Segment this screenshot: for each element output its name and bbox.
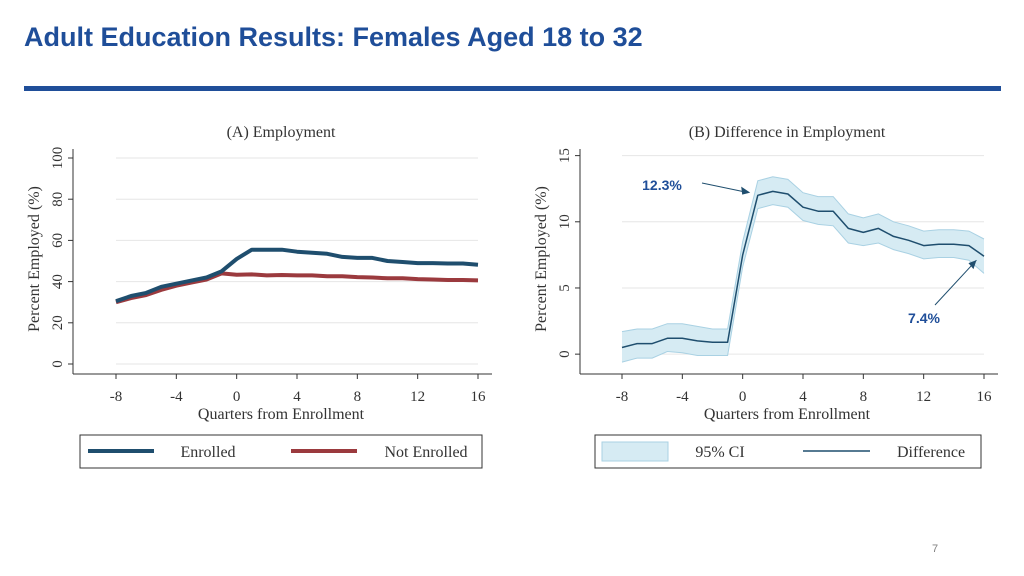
x-tick-label-0: 0 [233, 389, 241, 405]
panel-b-y-ticks: 0 5 10 15 [557, 148, 580, 358]
panel-a-y-label: Percent Employed (%) [26, 186, 43, 332]
x-tick-label-4: 4 [799, 389, 807, 405]
ci-band [622, 176, 984, 363]
title-divider [24, 86, 1001, 91]
series-line-not-enrolled [115, 271, 479, 305]
y-tick-label-20: 20 [50, 315, 66, 330]
ci-lower-edge [621, 204, 985, 363]
panel-b-legend: 95% CI Difference [594, 434, 982, 469]
panel-b-y-label: Percent Employed (%) [533, 186, 550, 332]
panel-b-annotations: 12.3% 7.4% [642, 177, 977, 326]
x-tick-label-12: 12 [916, 389, 931, 405]
panel-a-legend: Enrolled Not Enrolled [79, 434, 483, 469]
legend-label-enrolled: Enrolled [180, 444, 235, 461]
panel-b-title: (B) Difference in Employment [689, 124, 886, 141]
slide-title: Adult Education Results: Females Aged 18… [24, 22, 643, 52]
x-tick-label--8: -8 [110, 389, 123, 405]
panel-a-x-label: Quarters from Enrollment [198, 406, 365, 423]
annotation-peak-arrow [701, 182, 749, 194]
legend-label-difference: Difference [897, 444, 965, 461]
legend-label-not-enrolled: Not Enrolled [384, 444, 467, 461]
x-tick-label-8: 8 [354, 389, 362, 405]
annotation-end: 7.4% [908, 310, 940, 326]
panel-b-difference: (B) Difference in Employment 0 5 10 15 -8 -4… [533, 124, 998, 469]
y-tick-label-80: 80 [50, 192, 66, 207]
y-tick-label-15: 15 [557, 148, 573, 163]
x-tick-label--4: -4 [676, 389, 689, 405]
x-tick-label-16: 16 [977, 389, 993, 405]
series-line-enrolled [115, 247, 479, 304]
y-tick-label-40: 40 [50, 274, 66, 289]
x-tick-label-16: 16 [471, 389, 487, 405]
x-tick-label--8: -8 [616, 389, 629, 405]
x-tick-label--4: -4 [170, 389, 183, 405]
x-tick-label-4: 4 [293, 389, 301, 405]
y-tick-label-10: 10 [557, 214, 573, 229]
x-tick-label-8: 8 [860, 389, 868, 405]
series-line-difference [621, 190, 985, 349]
ci-upper-edge [621, 176, 985, 333]
panel-b-x-ticks: -8 -4 0 4 8 12 16 [616, 374, 992, 405]
panel-a-y-ticks: 0 20 40 60 80 100 [50, 147, 73, 368]
y-tick-label-100: 100 [50, 147, 66, 170]
y-tick-label-60: 60 [50, 233, 66, 248]
page-number: 7 [932, 543, 939, 555]
annotation-peak: 12.3% [642, 177, 682, 193]
panel-a-series [115, 247, 479, 305]
annotation-end-arrowhead [968, 260, 977, 270]
annotation-end-arrow [934, 259, 977, 306]
panel-b-gridlines [622, 155, 984, 355]
panel-a-title: (A) Employment [227, 124, 336, 141]
y-tick-label-0: 0 [50, 360, 66, 368]
y-tick-label-0: 0 [557, 350, 573, 358]
panel-b-x-label: Quarters from Enrollment [704, 406, 871, 423]
annotation-peak-arrowhead [741, 186, 751, 195]
x-tick-label-12: 12 [410, 389, 425, 405]
x-tick-label-0: 0 [739, 389, 747, 405]
legend-label-ci: 95% CI [695, 444, 744, 461]
y-tick-label-5: 5 [557, 284, 573, 292]
panel-a-x-ticks: -8 -4 0 4 8 12 16 [110, 374, 486, 405]
legend-swatch-ci [601, 441, 669, 462]
panel-a-gridlines [116, 157, 478, 365]
panel-b-series [621, 176, 985, 363]
